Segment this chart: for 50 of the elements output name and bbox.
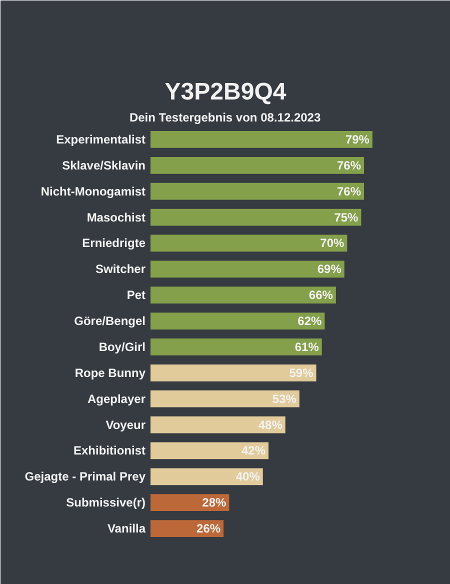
bar	[150, 286, 336, 304]
data-label: 53%	[272, 392, 297, 406]
y-tick-label: Nicht-Monogamist	[40, 184, 146, 198]
y-tick-label: Boy/Girl	[98, 340, 146, 354]
bar	[150, 156, 364, 174]
y-tick-label: Göre/Bengel	[74, 314, 146, 328]
y-tick-label: Exhibitionist	[74, 444, 146, 458]
data-label: 70%	[320, 236, 345, 250]
y-tick-label: Pet	[126, 288, 146, 302]
y-tick-label: Submissive(r)	[66, 496, 146, 510]
data-label: 79%	[345, 132, 370, 146]
bar	[150, 468, 263, 486]
y-tick-label: Vanilla	[107, 522, 146, 536]
bar	[150, 260, 344, 278]
data-label: 40%	[236, 470, 260, 484]
bar	[150, 338, 322, 356]
bar	[150, 131, 372, 148]
bar	[150, 208, 362, 226]
data-label: 66%	[308, 288, 334, 302]
data-label: 59%	[289, 366, 314, 380]
data-label: 48%	[258, 418, 283, 432]
data-label: 62%	[298, 314, 322, 328]
data-label: 26%	[196, 522, 221, 536]
y-tick-label: Ageplayer	[87, 392, 146, 406]
y-tick-label: Switcher	[95, 262, 146, 276]
bar	[150, 364, 316, 382]
bar	[150, 390, 300, 408]
data-label: 76%	[337, 184, 362, 198]
bar	[150, 494, 230, 512]
y-tick-label: Gejagte - Primal Prey	[24, 470, 146, 484]
chart-title: Y3P2B9Q4	[164, 78, 287, 106]
bar	[150, 442, 269, 460]
bar	[150, 234, 348, 252]
bar	[150, 182, 364, 200]
data-label: 28%	[202, 496, 226, 510]
y-tick-label: Erniedrigte	[82, 236, 146, 250]
data-label: 75%	[334, 210, 359, 224]
y-tick-label: Sklave/Sklavin	[62, 158, 146, 172]
data-label: 76%	[337, 158, 362, 172]
chart-subtitle: Dein Testergebnis von 08.12.2023	[129, 110, 321, 124]
y-tick-label: Rope Bunny	[74, 366, 146, 380]
bar	[150, 312, 325, 330]
y-tick-label: Masochist	[86, 210, 146, 224]
y-tick-label: Experimentalist	[56, 132, 146, 146]
data-label: 42%	[241, 444, 266, 458]
data-label: 61%	[294, 340, 320, 354]
data-label: 69%	[317, 262, 342, 276]
bar	[150, 520, 224, 537]
y-tick-label: Voyeur	[106, 418, 146, 432]
bar	[150, 416, 286, 434]
